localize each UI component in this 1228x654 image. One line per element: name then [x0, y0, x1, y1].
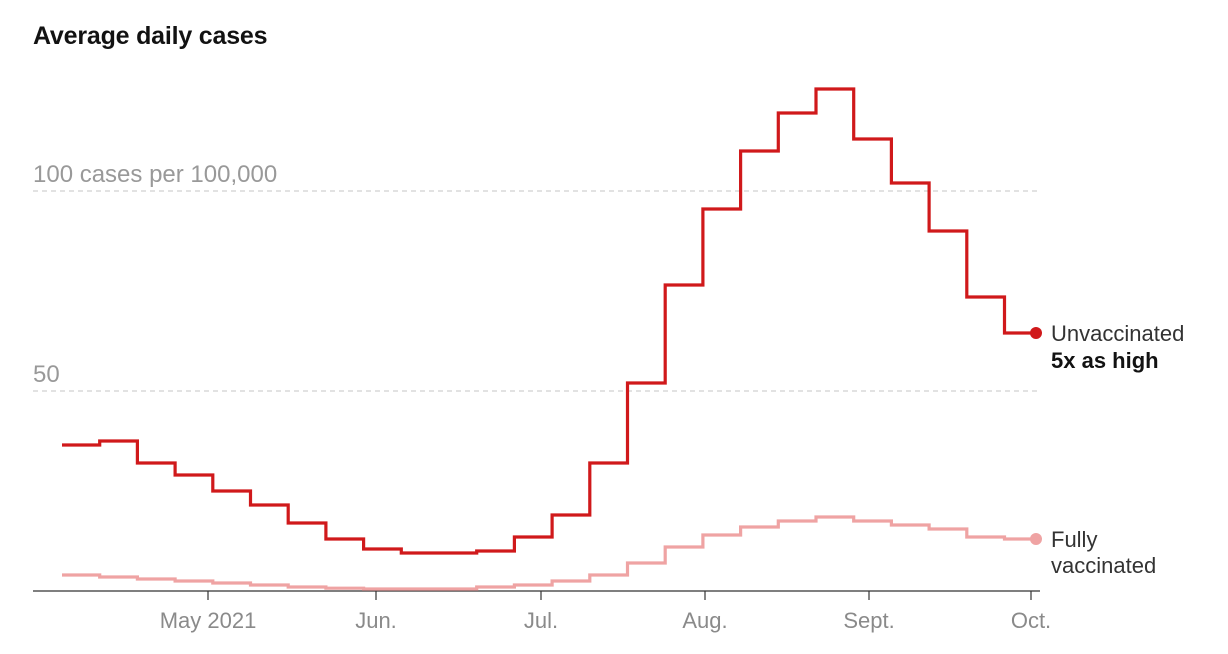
y-tick-label-100: 100 cases per 100,000: [33, 161, 277, 188]
x-tick-label-1: Jun.: [355, 608, 397, 633]
chart-title: Average daily cases: [33, 22, 268, 50]
x-tick-label-3: Aug.: [682, 608, 727, 633]
x-tick-label-4: Sept.: [843, 608, 894, 633]
series-label-fully-vaccinated-line2: vaccinated: [1051, 553, 1156, 578]
x-tick-label-2: Jul.: [524, 608, 558, 633]
series-line-fully-vaccinated: [62, 515, 1036, 591]
y-tick-label-50: 50: [33, 361, 60, 388]
x-tick-label-0: May 2021: [160, 608, 257, 633]
series-line-unvaccinated: [62, 87, 1036, 555]
series-label-unvaccinated: Unvaccinated: [1051, 321, 1184, 346]
series-endpoint-unvaccinated: [1030, 327, 1042, 339]
series-endpoint-fully-vaccinated: [1030, 533, 1042, 545]
series-label-fully-vaccinated-line1: Fully: [1051, 527, 1097, 552]
series-note-unvaccinated: 5x as high: [1051, 348, 1159, 373]
x-tick-label-5: Oct.: [1011, 608, 1051, 633]
